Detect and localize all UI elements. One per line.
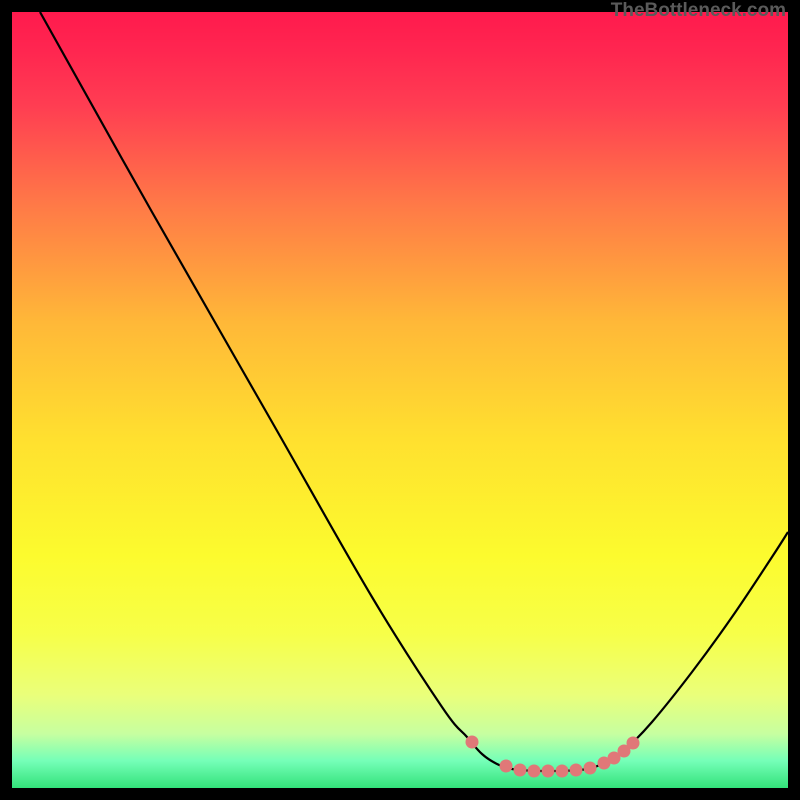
data-marker [542, 765, 555, 778]
marker-group [466, 736, 640, 778]
data-marker [500, 760, 513, 773]
data-marker [528, 765, 541, 778]
data-marker [556, 765, 569, 778]
data-marker [584, 762, 597, 775]
data-marker [514, 764, 527, 777]
data-marker [627, 737, 640, 750]
data-marker [570, 764, 583, 777]
chart-container [12, 12, 788, 788]
watermark-text: TheBottleneck.com [611, 0, 786, 22]
data-marker [466, 736, 479, 749]
markers-layer [12, 12, 788, 788]
